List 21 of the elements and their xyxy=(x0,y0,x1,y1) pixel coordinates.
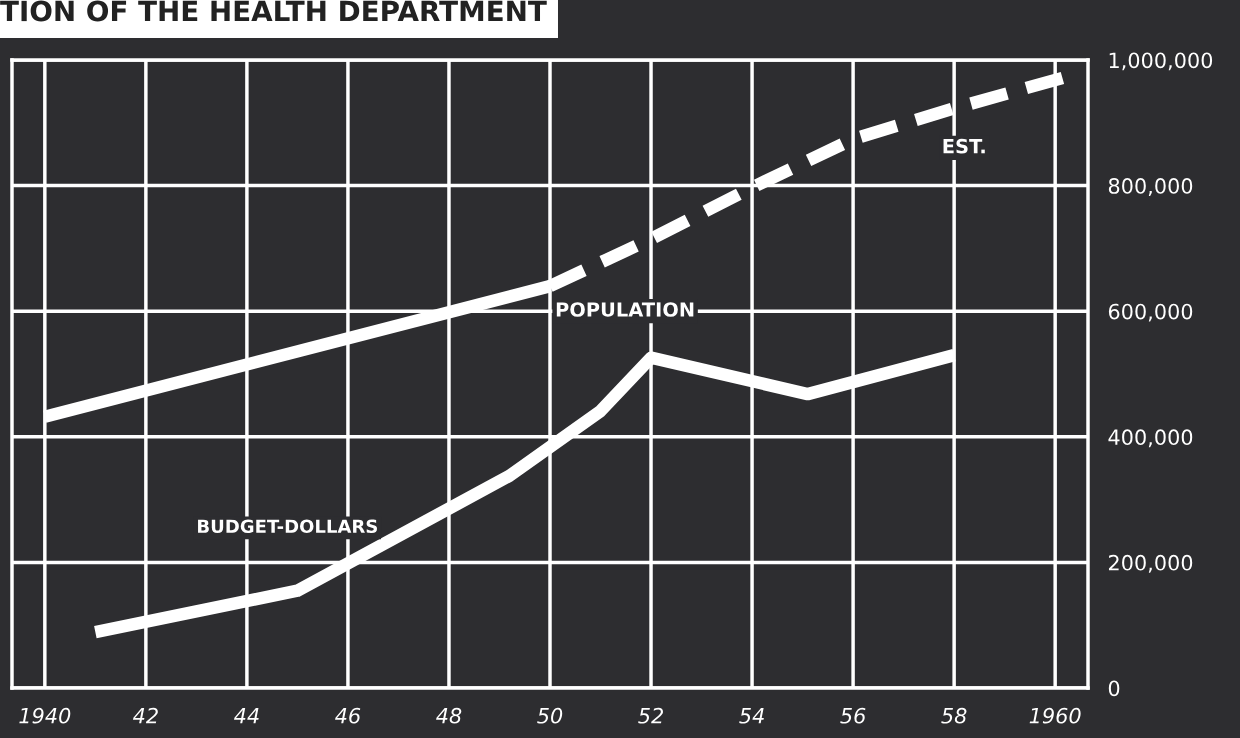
x-tick-label: 56 xyxy=(840,707,866,724)
series-label: BUDGET-DOLLARS xyxy=(198,519,377,534)
x-tick-label: 46 xyxy=(335,707,361,724)
x-tick-label: 1940 xyxy=(19,707,71,724)
y-tick-label: 0 xyxy=(1108,680,1120,697)
x-tick-label: 48 xyxy=(436,707,462,724)
y-tick-label: 600,000 xyxy=(1108,303,1193,322)
y-tick-label: 800,000 xyxy=(1108,178,1193,196)
y-tick-label: 400,000 xyxy=(1108,429,1193,448)
x-tick-label: 52 xyxy=(638,707,663,724)
x-tick-label: 44 xyxy=(234,708,259,724)
x-tick-label: 50 xyxy=(537,707,563,724)
x-tick-label: 42 xyxy=(132,707,158,724)
series-label: POPULATION xyxy=(556,302,694,317)
chart-title: TION OF THE HEALTH DEPARTMENT xyxy=(0,0,547,22)
y-tick-label: 200,000 xyxy=(1108,554,1193,573)
annotation: EST. xyxy=(943,138,985,154)
x-tick-label: 1960 xyxy=(1029,707,1081,724)
y-tick-label: 1,000,000 xyxy=(1109,52,1213,71)
x-tick-label: 54 xyxy=(739,708,764,724)
x-tick-label: 58 xyxy=(941,707,967,724)
